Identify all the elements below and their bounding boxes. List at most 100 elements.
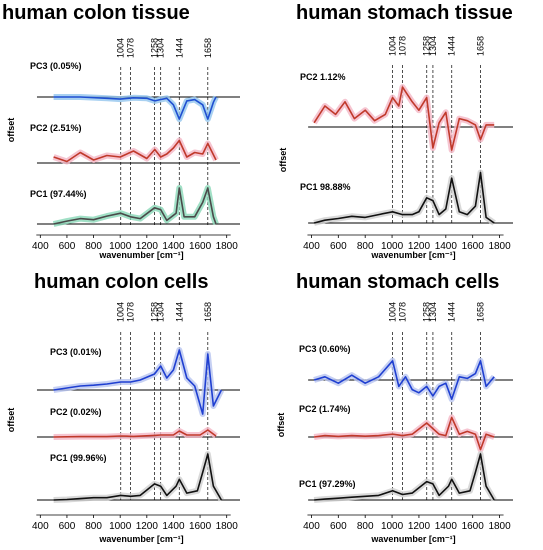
x-tick-label: 1800 — [216, 241, 239, 252]
x-tick-label: 600 — [59, 241, 76, 252]
series-line — [313, 86, 495, 151]
peak-marker-label: 1658 — [475, 36, 485, 56]
series-line — [53, 139, 217, 163]
peak-marker-label: 1304 — [156, 38, 166, 58]
series-label: PC2 (0.02%) — [50, 407, 102, 417]
x-tick-label: 1400 — [162, 241, 185, 252]
x-tick-label: 400 — [303, 241, 320, 252]
x-axis-label: wavenumber [cm⁻¹] — [370, 534, 455, 544]
series-label: PC2 (1.74%) — [299, 404, 351, 414]
series-label: PC1 98.88% — [300, 182, 351, 192]
series-label: PC3 (0.60%) — [299, 344, 351, 354]
series-variance-band — [313, 169, 496, 226]
series-line — [53, 429, 217, 438]
series-line — [313, 416, 495, 451]
series-variance-band — [313, 414, 496, 453]
peak-marker-label: 1258 — [150, 38, 160, 58]
x-axis-label: wavenumber [cm⁻¹] — [98, 534, 183, 544]
series-line — [53, 349, 223, 415]
peak-marker-label: 1004 — [116, 302, 126, 322]
peak-marker-label: 1258 — [422, 36, 432, 56]
peak-marker-label: 1004 — [116, 38, 126, 58]
x-tick-label: 400 — [32, 521, 49, 532]
peak-marker-label: 1444 — [447, 36, 457, 56]
x-tick-label: 1000 — [381, 241, 404, 252]
series-label: PC1 (97.44%) — [30, 189, 87, 199]
series-line — [53, 187, 217, 225]
x-tick-label: 800 — [85, 241, 102, 252]
y-axis-label: offset — [278, 148, 288, 173]
peak-marker-label: 1304 — [156, 302, 166, 322]
peak-marker-label: 1304 — [428, 36, 438, 56]
x-tick-label: 800 — [85, 521, 102, 532]
series-label: PC2 1.12% — [300, 72, 346, 82]
series-line — [53, 96, 217, 120]
series-line — [53, 453, 223, 501]
peak-marker-label: 1658 — [203, 302, 213, 322]
x-tick-label: 400 — [303, 521, 320, 532]
x-tick-label: 800 — [357, 521, 374, 532]
x-tick-label: 1400 — [162, 521, 185, 532]
x-tick-label: 1200 — [408, 521, 431, 532]
x-tick-label: 1600 — [189, 521, 212, 532]
series-label: PC3 (0.01%) — [50, 347, 102, 357]
x-tick-label: 1600 — [189, 241, 212, 252]
panel-title-colon-cells: human colon cells — [34, 271, 209, 293]
series-label: PC2 (2.51%) — [30, 123, 82, 133]
peak-marker-label: 1004 — [388, 302, 398, 322]
x-tick-label: 600 — [330, 241, 347, 252]
series-line — [313, 171, 495, 224]
panel-title-colon-tissue: human colon tissue — [2, 2, 190, 24]
x-tick-label: 1000 — [109, 241, 132, 252]
peak-marker-label: 1078 — [398, 302, 408, 322]
x-tick-label: 1800 — [488, 241, 511, 252]
x-tick-label: 1200 — [136, 521, 159, 532]
series-variance-band — [53, 347, 225, 417]
peak-marker-label: 1078 — [398, 36, 408, 56]
series-label: PC3 (0.05%) — [30, 61, 82, 71]
x-axis-label: wavenumber [cm⁻¹] — [98, 250, 183, 260]
x-tick-label: 1000 — [109, 521, 132, 532]
x-tick-label: 400 — [32, 241, 49, 252]
panel-title-stomach-tissue: human stomach tissue — [296, 2, 513, 24]
y-axis-label: offset — [6, 408, 16, 433]
series-label: PC1 (97.29%) — [299, 479, 356, 489]
series-variance-band — [311, 84, 495, 154]
peak-marker-label: 1258 — [422, 302, 432, 322]
peak-marker-label: 1658 — [475, 302, 485, 322]
x-tick-label: 800 — [357, 241, 374, 252]
peak-marker-label: 1258 — [150, 302, 160, 322]
x-tick-label: 600 — [59, 521, 76, 532]
x-tick-label: 1400 — [435, 241, 458, 252]
panel-title-stomach-cells: human stomach cells — [296, 271, 500, 293]
x-tick-label: 1400 — [435, 521, 458, 532]
y-axis-label: offset — [6, 118, 16, 143]
series-label: PC1 (99.96%) — [50, 453, 107, 463]
x-tick-label: 1200 — [136, 241, 159, 252]
series-line — [314, 453, 495, 501]
x-axis-label: wavenumber [cm⁻¹] — [370, 250, 455, 260]
x-tick-label: 1000 — [381, 521, 404, 532]
x-tick-label: 1600 — [462, 241, 485, 252]
peak-marker-label: 1444 — [174, 38, 184, 58]
series-variance-band — [313, 451, 497, 503]
x-tick-label: 600 — [330, 521, 347, 532]
peak-marker-label: 1304 — [428, 302, 438, 322]
peak-marker-label: 1004 — [388, 36, 398, 56]
y-axis-label: offset — [276, 413, 286, 438]
peak-marker-label: 1444 — [174, 302, 184, 322]
peak-marker-label: 1444 — [447, 302, 457, 322]
x-tick-label: 1800 — [488, 521, 511, 532]
peak-marker-label: 1078 — [126, 302, 136, 322]
x-tick-label: 1600 — [462, 521, 485, 532]
x-tick-label: 1200 — [408, 241, 431, 252]
peak-marker-label: 1658 — [203, 38, 213, 58]
series-line — [313, 360, 495, 400]
peak-marker-label: 1078 — [126, 38, 136, 58]
x-tick-label: 1800 — [216, 521, 239, 532]
